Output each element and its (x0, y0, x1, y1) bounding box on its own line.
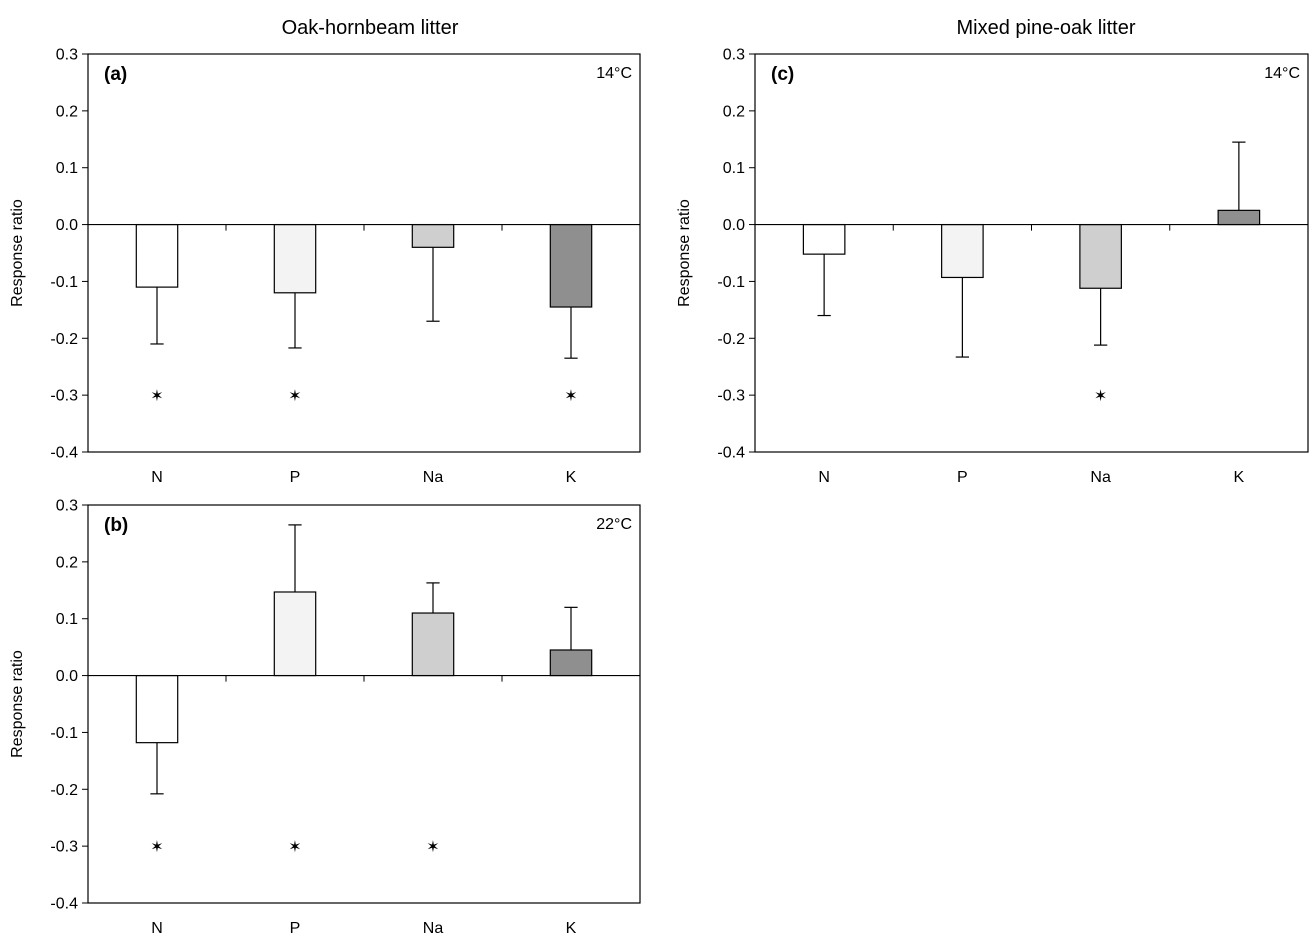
y-axis-label: Response ratio (9, 199, 26, 307)
y-tick-label: -0.4 (717, 445, 745, 462)
column-title-2: Mixed pine-oak litter (957, 17, 1136, 39)
y-tick-label: 0.1 (56, 611, 78, 628)
bar-na (411, 223, 455, 248)
temperature-label: 22°C (596, 516, 632, 533)
y-tick-label: -0.1 (50, 274, 78, 291)
y-tick-label: -0.1 (717, 274, 745, 291)
y-tick-label: 0.2 (56, 103, 78, 120)
plot-frame (87, 504, 641, 904)
bar-k (549, 223, 593, 308)
y-tick-label: 0.0 (56, 217, 78, 234)
bar-n (135, 674, 179, 744)
significance-marker: ✶ (150, 837, 163, 856)
y-tick-label: -0.4 (50, 445, 78, 462)
x-tick-label: P (957, 469, 968, 486)
x-tick-label: N (818, 469, 830, 486)
bar-na (411, 612, 455, 677)
y-tick-label: -0.3 (50, 839, 78, 856)
x-tick-label: K (1234, 469, 1245, 486)
panel-a: 0.3 0.2 0.1 0.0 -0.1 -0.2 -0.3 -0.4 Response rat… (9, 47, 641, 486)
y-tick-label: 0.3 (56, 498, 78, 515)
x-tick-label: Na (1090, 469, 1111, 486)
column-title-1: Oak-hornbeam litter (282, 17, 459, 39)
y-tick-label: -0.2 (50, 331, 78, 348)
bar-p (273, 591, 317, 677)
y-tick-label: -0.3 (717, 388, 745, 405)
panel-c: 0.3 0.2 0.1 0.0 -0.1 -0.2 -0.3 -0.4 Response rat… (676, 47, 1309, 486)
y-tick-label: -0.4 (50, 896, 78, 913)
y-tick-label: 0.3 (723, 47, 745, 64)
panel-label: (b) (104, 515, 128, 536)
plot-frame (87, 53, 641, 453)
x-tick-label: P (290, 920, 301, 937)
y-tick-label: 0.1 (723, 160, 745, 177)
y-tick-label: 0.2 (56, 554, 78, 571)
significance-marker: ✶ (288, 386, 301, 405)
bar-na (1079, 223, 1122, 289)
y-tick-label: 0.3 (56, 47, 78, 64)
x-tick-label: Na (423, 469, 444, 486)
temperature-label: 14°C (596, 65, 632, 82)
x-tick-label: K (566, 920, 577, 937)
y-tick-label: -0.2 (50, 782, 78, 799)
temperature-label: 14°C (1264, 65, 1300, 82)
panel-b: 0.3 0.2 0.1 0.0 -0.1 -0.2 -0.3 -0.4 Response rat… (9, 498, 641, 937)
bar-k (549, 649, 593, 677)
bar-p (273, 223, 317, 294)
y-tick-label: 0.0 (56, 668, 78, 685)
bar-n (802, 223, 846, 255)
significance-marker: ✶ (1094, 386, 1107, 405)
y-tick-label: -0.3 (50, 388, 78, 405)
y-tick-label: 0.1 (56, 160, 78, 177)
x-tick-label: N (151, 469, 163, 486)
significance-marker: ✶ (150, 386, 163, 405)
panel-label: (a) (104, 64, 127, 85)
bar-p (941, 223, 984, 279)
bar-k (1217, 209, 1261, 226)
bar-n (135, 223, 179, 288)
y-axis-label: Response ratio (676, 199, 693, 307)
panel-label: (c) (771, 64, 794, 85)
significance-marker: ✶ (564, 386, 577, 405)
x-tick-label: Na (423, 920, 444, 937)
x-tick-label: P (290, 469, 301, 486)
y-tick-label: -0.2 (717, 331, 745, 348)
y-tick-label: 0.0 (723, 217, 745, 234)
plot-frame (754, 53, 1309, 453)
significance-marker: ✶ (426, 837, 439, 856)
x-tick-label: K (566, 469, 577, 486)
y-tick-label: 0.2 (723, 103, 745, 120)
x-tick-label: N (151, 920, 163, 937)
significance-marker: ✶ (288, 837, 301, 856)
y-tick-label: -0.1 (50, 725, 78, 742)
y-axis-label: Response ratio (9, 650, 26, 758)
